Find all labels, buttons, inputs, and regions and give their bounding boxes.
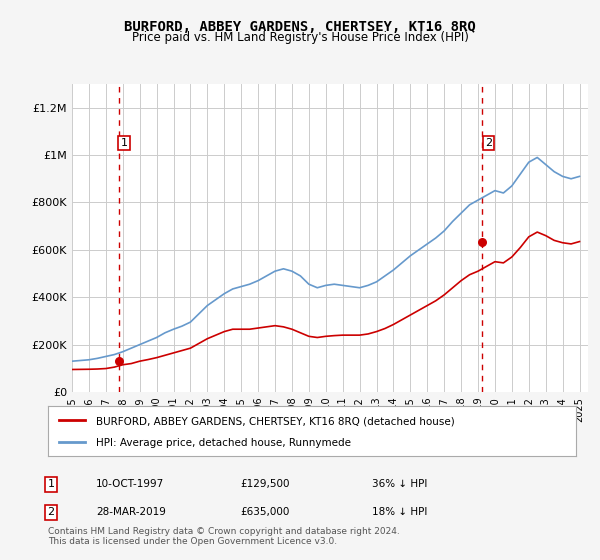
Text: 18% ↓ HPI: 18% ↓ HPI <box>372 507 427 517</box>
Text: HPI: Average price, detached house, Runnymede: HPI: Average price, detached house, Runn… <box>95 438 350 449</box>
Text: £129,500: £129,500 <box>240 479 290 489</box>
Text: Price paid vs. HM Land Registry's House Price Index (HPI): Price paid vs. HM Land Registry's House … <box>131 31 469 44</box>
Text: 36% ↓ HPI: 36% ↓ HPI <box>372 479 427 489</box>
Text: 1: 1 <box>121 138 127 148</box>
Text: BURFORD, ABBEY GARDENS, CHERTSEY, KT16 8RQ (detached house): BURFORD, ABBEY GARDENS, CHERTSEY, KT16 8… <box>95 416 454 426</box>
Text: 2: 2 <box>47 507 55 517</box>
Point <box>114 357 124 366</box>
Text: 1: 1 <box>47 479 55 489</box>
Text: 2: 2 <box>485 138 492 148</box>
Text: £635,000: £635,000 <box>240 507 289 517</box>
Point <box>477 237 487 246</box>
Text: BURFORD, ABBEY GARDENS, CHERTSEY, KT16 8RQ: BURFORD, ABBEY GARDENS, CHERTSEY, KT16 8… <box>124 20 476 34</box>
Text: 10-OCT-1997: 10-OCT-1997 <box>96 479 164 489</box>
Text: Contains HM Land Registry data © Crown copyright and database right 2024.
This d: Contains HM Land Registry data © Crown c… <box>48 526 400 546</box>
Text: 28-MAR-2019: 28-MAR-2019 <box>96 507 166 517</box>
